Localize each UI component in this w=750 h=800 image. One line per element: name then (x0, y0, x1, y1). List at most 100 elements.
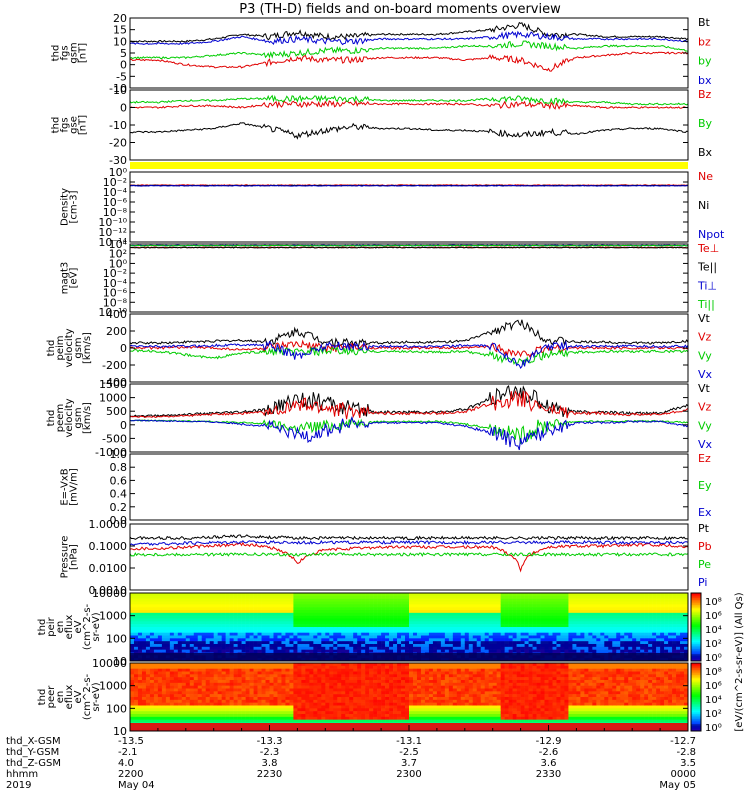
ylabel-magt3-0: magt3 (60, 262, 71, 295)
legend-efield-2: Ex (698, 506, 712, 519)
colorbar-seg-top-23 (691, 632, 701, 635)
colorbar-seg-bottom-38 (691, 727, 701, 730)
ytick-label-efield-4: 0.2 (110, 501, 128, 514)
colorbar-seg-top-16 (691, 620, 701, 623)
colorbar-seg-bottom-1 (691, 664, 701, 667)
colorbar-seg-top-31 (691, 645, 701, 648)
colorbar-seg-top-9 (691, 608, 701, 611)
colorbar-seg-top-38 (691, 657, 701, 660)
colorbar-seg-top-15 (691, 618, 701, 621)
ytick-label-density-1: 10⁻² (103, 176, 127, 189)
series-line-peim-0 (129, 319, 689, 348)
legend-density-1: Ni (698, 199, 709, 212)
colorbar-seg-top-29 (691, 642, 701, 645)
series-line-pressure-2 (129, 551, 689, 558)
ytick-label-fgs_gsm-0: 20 (113, 12, 127, 25)
colorbar-seg-bottom-5 (691, 671, 701, 674)
ylabel-fgs_gse-3: [nT] (78, 115, 89, 135)
colorbar-seg-bottom-20 (691, 697, 701, 700)
panel-frame-density (129, 171, 689, 243)
series-line-peim-1 (129, 339, 689, 358)
colorbar-seg-top-11 (691, 611, 701, 614)
ylabel-peem-1: peem (55, 404, 66, 432)
ytick-label-density-2: 10⁻⁴ (103, 186, 128, 199)
xtick-label-3-1: 2230 (257, 769, 282, 780)
colorbar-seg-bottom-4 (691, 669, 701, 672)
ytick-label-peir_en-0: 10000 (92, 587, 127, 600)
colorbar-seg-bottom-2 (691, 666, 701, 669)
xtick-label-2-2: 3.7 (401, 758, 417, 769)
xtick-label-0-1: -13.3 (257, 736, 283, 747)
series-line-peem-1 (129, 390, 689, 420)
colorbar-seg-top-19 (691, 625, 701, 628)
ytick-label-density-0: 10⁰ (109, 166, 128, 179)
xtick-label-2-1: 3.8 (262, 758, 278, 769)
ytick-label-pressure-2: 0.0100 (89, 562, 128, 575)
colorbar-seg-top-4 (691, 599, 701, 602)
ylabel-pressure-1: [nPa] (69, 544, 80, 570)
colorbar-seg-top-39 (691, 659, 701, 662)
ytick-label-peem-3: 0 (120, 419, 127, 432)
ytick-label-magt3-6: 10⁻⁸ (103, 296, 128, 309)
colorbar-seg-top-27 (691, 638, 701, 641)
xtick-label-1-3: -2.6 (539, 747, 559, 758)
colorbar-seg-top-26 (691, 637, 701, 640)
colorbar-seg-bottom-25 (691, 705, 701, 708)
colorbar-seg-top-25 (691, 635, 701, 638)
colorbar-seg-top-30 (691, 644, 701, 647)
ylabel-peim-4: [km/s] (82, 332, 93, 364)
colorbar-seg-top-35 (691, 652, 701, 655)
xtick-label-0-3: -12.9 (536, 736, 562, 747)
band-label-3: hhmm (6, 769, 38, 780)
ytick-label-fgs_gse-4: -30 (109, 154, 127, 167)
colorbar-frame-top (690, 592, 702, 662)
colorbar-seg-bottom-33 (691, 719, 701, 722)
ytick-label-peim-1: 200 (106, 325, 127, 338)
xtick-label-0-2: -13.1 (396, 736, 422, 747)
xtick-label-1-4: -2.8 (676, 747, 696, 758)
xtick-label-0-4: -12.7 (670, 736, 696, 747)
date-start: May 04 (118, 780, 155, 791)
figure-title: P3 (TH-D) fields and on-board moments ov… (239, 2, 561, 17)
ytick-label-pressure-1: 0.1000 (89, 540, 128, 553)
colorbar-seg-top-33 (691, 649, 701, 652)
colorbar-seg-top-22 (691, 630, 701, 633)
xtick-label-3-2: 2300 (396, 769, 421, 780)
ytick-label-peer_en-0: 10000 (92, 657, 127, 670)
ytick-label-peir_en-2: 100 (106, 632, 127, 645)
colorbar-tick-bottom-3: 10² (705, 709, 722, 720)
ytick-label-density-6: 10⁻¹² (98, 226, 127, 239)
colorbar-tick-top-1: 10⁶ (705, 611, 722, 622)
legend-density-0: Ne (698, 170, 713, 183)
legend-fgs_gse-1: By (698, 117, 713, 130)
ylabel-efield-0: E=-VxB (60, 468, 71, 505)
ylabel-efield-1: [mV/m] (69, 468, 80, 506)
series-line-fgs_gsm-0 (129, 21, 689, 43)
ytick-label-density-5: 10⁻¹⁰ (98, 216, 127, 229)
series-line-fgs_gsm-1 (129, 51, 689, 72)
ytick-label-efield-3: 0.4 (110, 488, 128, 501)
ytick-label-fgs_gsm-2: 10 (113, 35, 127, 48)
panel-peer_en: 10000 1000 100 10 thdpeerenefluxeV(cm^2-s-sr… (37, 657, 689, 738)
colorbar-seg-top-1 (691, 594, 701, 597)
colorbar-seg-top-14 (691, 616, 701, 619)
panel-frame-peir_en (129, 592, 689, 662)
ylabel-peer_en-0: thd (37, 689, 48, 706)
colorbar-seg-bottom-37 (691, 725, 701, 728)
ylabel-density-0: Density (60, 188, 71, 226)
colorbar-seg-top-24 (691, 633, 701, 636)
series-line-fgs_gse-1 (129, 94, 689, 106)
colorbar-tick-top-4: 10⁰ (705, 653, 722, 664)
colorbar-tick-bottom-1: 10⁶ (705, 681, 722, 692)
ytick-label-peim-2: 0 (120, 342, 127, 355)
xtick-label-2-3: 3.6 (541, 758, 557, 769)
panel-frame-magt3 (129, 243, 689, 313)
ytick-label-efield-5: 0.0 (110, 514, 128, 527)
colorbar-seg-top-28 (691, 640, 701, 643)
colorbar-seg-bottom-17 (691, 691, 701, 694)
legend-efield-1: Ey (698, 479, 712, 492)
colorbar-seg-bottom-18 (691, 693, 701, 696)
legend-fgs_gsm-2: by (698, 55, 712, 68)
